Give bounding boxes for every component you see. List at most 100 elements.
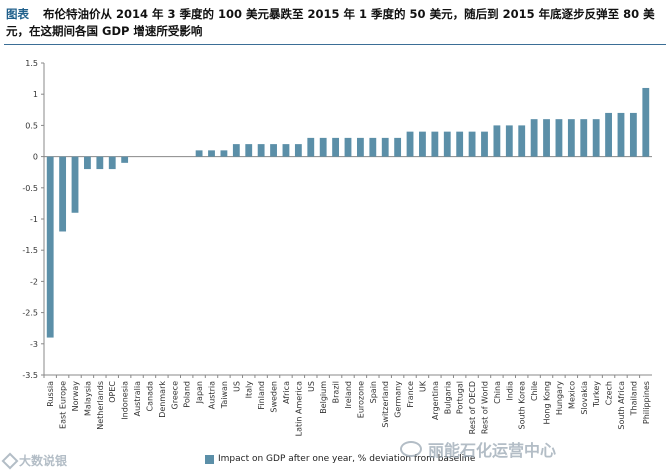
- bar: [232, 144, 240, 157]
- x-tick-label: Denmark: [158, 381, 167, 418]
- bar: [307, 137, 315, 157]
- x-tick-label: Poland: [183, 381, 192, 408]
- bar: [282, 144, 290, 157]
- bar: [108, 156, 116, 170]
- bar: [245, 144, 253, 157]
- y-tick-label: 0.5: [25, 121, 38, 130]
- bar: [344, 137, 352, 157]
- x-tick-label: OPEC: [108, 381, 117, 403]
- x-tick-label: Ireland: [344, 381, 353, 409]
- x-tick-label: Turkey: [592, 381, 601, 408]
- x-tick-label: South Africa: [617, 381, 626, 430]
- figure-caption: 图表 布伦特油价从 2014 年 3 季度的 100 美元暴跌至 2015 年 1…: [6, 6, 664, 40]
- bar: [530, 119, 538, 157]
- bar: [59, 156, 67, 232]
- watermark-left: 大数说银: [1, 452, 68, 469]
- x-tick-label: US: [232, 381, 241, 392]
- watermark-right-text: 丽能石化运营中心: [428, 441, 557, 460]
- x-tick-label: Africa: [282, 381, 291, 404]
- figure-label: 图表: [6, 7, 29, 21]
- x-tick-label: US: [307, 381, 316, 392]
- y-tick-label: -1: [30, 215, 38, 224]
- bar: [443, 131, 451, 157]
- watermark-left-text: 大数说银: [19, 454, 68, 468]
- bar: [121, 156, 129, 163]
- bar: [369, 137, 377, 157]
- x-tick-label: Brazil: [332, 381, 341, 403]
- x-tick-label: Hungary: [555, 381, 564, 415]
- x-tick-label: Bulgaria: [443, 381, 452, 414]
- x-tick-label: Rest of OECD: [468, 381, 477, 434]
- x-tick-label: Greece: [170, 381, 179, 410]
- x-tick-label: Sweden: [270, 381, 279, 413]
- bar: [567, 119, 575, 157]
- bar: [481, 131, 488, 157]
- x-tick-label: Indonesia: [121, 381, 130, 420]
- x-tick-label: France: [406, 381, 415, 408]
- y-tick-label: 0: [33, 153, 38, 162]
- y-tick-label: -2: [30, 277, 38, 286]
- chart-legend: Impact on GDP after one year, % deviatio…: [205, 454, 475, 464]
- x-tick-label: Japan: [195, 381, 204, 404]
- x-tick-label: Mexico: [567, 381, 576, 409]
- bar: [319, 137, 327, 157]
- x-tick-label: China: [493, 381, 502, 404]
- y-tick-label: -3.5: [22, 371, 38, 380]
- y-tick-label: 1.5: [25, 59, 38, 68]
- x-tick-label: Russia: [46, 381, 55, 407]
- bar: [96, 156, 104, 170]
- x-tick-label: Latin America: [294, 381, 303, 436]
- bar: [294, 144, 302, 157]
- x-tick-label: Australia: [133, 381, 142, 416]
- x-tick-label: Malaysia: [83, 381, 92, 416]
- x-tick-label: South Korea: [518, 381, 527, 430]
- bar: [195, 150, 203, 157]
- bar: [419, 131, 426, 157]
- bar: [555, 119, 563, 157]
- bar: [629, 112, 637, 157]
- bar: [381, 137, 389, 157]
- legend-label: Impact on GDP after one year, % deviatio…: [218, 454, 476, 464]
- bar: [356, 137, 364, 157]
- x-tick-label: Switzerland: [381, 381, 390, 428]
- bar: [592, 119, 600, 157]
- x-tick-label: Germany: [394, 381, 403, 418]
- x-tick-label: Taiwan: [220, 381, 229, 409]
- x-tick-label: Finland: [257, 381, 266, 410]
- x-tick-label: Czech: [605, 381, 614, 405]
- bar: [220, 150, 228, 157]
- x-tick-label: Argentina: [431, 381, 440, 420]
- bar: [332, 137, 340, 157]
- bar: [208, 150, 215, 157]
- x-tick-label: Philippines: [642, 381, 651, 424]
- x-tick-label: Rest of World: [480, 381, 489, 434]
- y-tick-label: -1.5: [22, 246, 38, 255]
- bar: [456, 131, 464, 157]
- x-tick-label: India: [505, 381, 514, 401]
- x-tick-label: Austria: [208, 381, 217, 409]
- bar: [605, 112, 612, 157]
- bar: [46, 156, 54, 338]
- wechat-icon: [400, 441, 422, 457]
- x-tick-label: Norway: [71, 381, 80, 412]
- bar: [518, 125, 526, 157]
- x-tick-label: Belgium: [319, 381, 328, 414]
- bar: [493, 125, 501, 157]
- watermark-right: 丽能石化运营中心: [400, 437, 556, 461]
- x-tick-label: Chile: [530, 381, 539, 401]
- bar: [394, 137, 402, 157]
- y-tick-label: -3: [30, 340, 38, 349]
- x-tick-label: Spain: [369, 381, 378, 403]
- bar: [642, 87, 650, 157]
- x-tick-label: Eurozone: [356, 381, 365, 418]
- x-tick-label: Hong Kong: [543, 381, 552, 425]
- bar: [84, 156, 91, 170]
- x-tick-label: Canada: [145, 381, 154, 412]
- x-tick-label: Italy: [245, 381, 254, 399]
- logo-icon: [1, 452, 19, 469]
- x-tick-label: Slovakia: [580, 381, 589, 415]
- bar: [406, 131, 414, 157]
- bar: [431, 131, 439, 157]
- bar: [270, 144, 277, 157]
